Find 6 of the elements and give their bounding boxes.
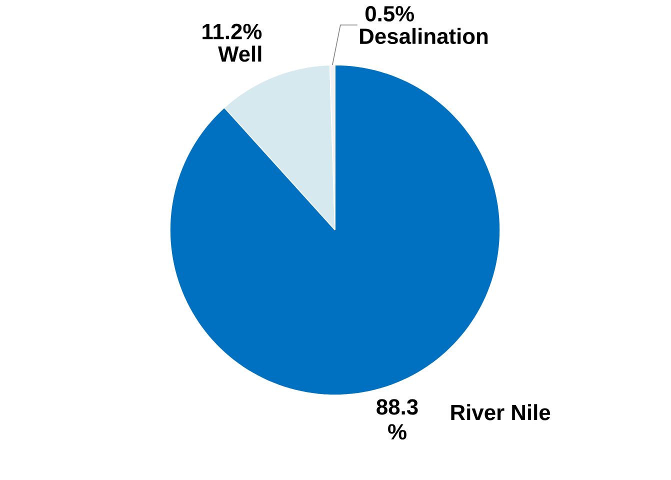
data-label: 88.3 % xyxy=(376,399,418,440)
data-label: 11.2% xyxy=(202,24,262,40)
data-label: 0.5% xyxy=(365,6,414,22)
slice-label: Desalination xyxy=(360,28,488,44)
slice-label: Well xyxy=(218,46,262,62)
slice-label: River Nile xyxy=(451,404,550,420)
